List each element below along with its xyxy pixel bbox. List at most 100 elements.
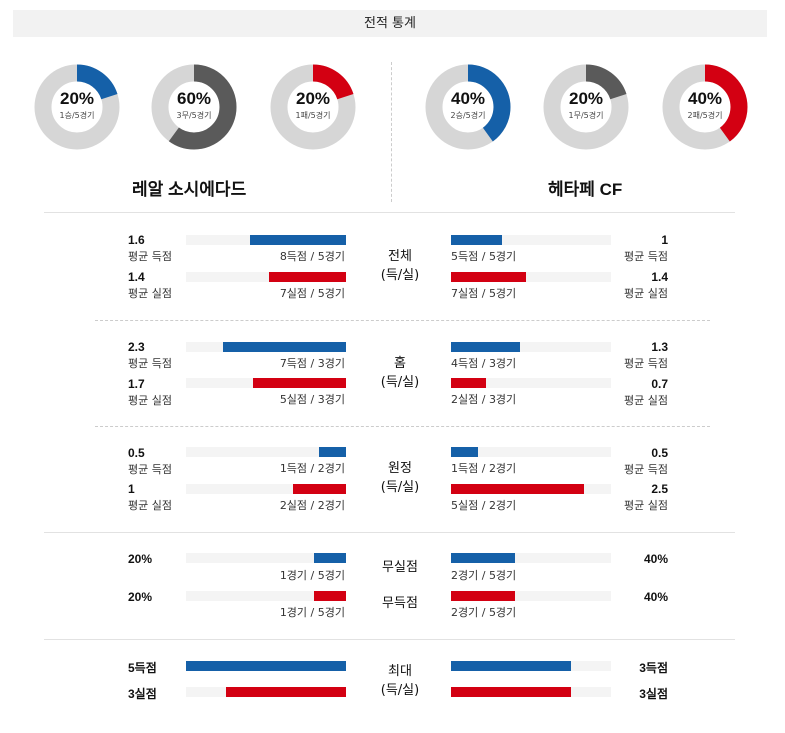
home-conceded-caption: 5실점 / 3경기 bbox=[279, 393, 345, 406]
home-scored-bar bbox=[186, 342, 346, 352]
away-clean-sheet-bar bbox=[451, 553, 611, 563]
away-max-scored-value: 3득점 bbox=[639, 661, 668, 675]
bar-fill bbox=[451, 342, 520, 352]
donut-subtitle: 1패/5경기 bbox=[295, 111, 331, 120]
donut-percent: 40% bbox=[687, 89, 723, 108]
away-scored-bar bbox=[451, 342, 611, 352]
home-conceded-caption: 7실점 / 5경기 bbox=[279, 287, 345, 300]
section-title: 전체 bbox=[388, 249, 412, 264]
away-avg-scored-label: 평균 득점 bbox=[624, 250, 668, 263]
section-title-max: 최대 (득/실) bbox=[360, 662, 440, 700]
home-win-donut: 20% 1승/5경기 bbox=[34, 64, 120, 150]
bar-fill bbox=[451, 235, 503, 245]
dashed-divider bbox=[95, 426, 710, 427]
donut-arc bbox=[270, 64, 356, 150]
section-title: 최대 bbox=[388, 664, 412, 679]
away-conceded-bar bbox=[451, 378, 611, 388]
clean-sheet-title: 무실점 bbox=[382, 560, 418, 575]
away-max-conceded-value: 3실점 bbox=[639, 687, 668, 701]
bar-fill bbox=[250, 235, 346, 245]
home-conceded-bar bbox=[186, 484, 346, 494]
home-scored-bar bbox=[186, 447, 346, 457]
home-conceded-bar bbox=[186, 378, 346, 388]
no-score-title: 무득점 bbox=[382, 596, 418, 611]
away-avg-scored-label: 평균 득점 bbox=[624, 463, 668, 476]
section-title-total: 전체 (득/실) bbox=[360, 247, 440, 285]
home-no-score-caption: 1경기 / 5경기 bbox=[279, 606, 345, 619]
away-no-score-bar bbox=[451, 591, 611, 601]
home-clean-sheet-value: 20% bbox=[128, 552, 153, 566]
home-max-conceded-value: 3실점 bbox=[128, 687, 157, 701]
away-scored-bar bbox=[451, 235, 611, 245]
bar-fill bbox=[451, 447, 479, 457]
section-title: 홈 bbox=[394, 356, 406, 371]
home-no-score-bar bbox=[186, 591, 346, 601]
bar-fill bbox=[293, 484, 346, 494]
bar-fill bbox=[269, 272, 346, 282]
away-avg-scored-value: 0.5 bbox=[651, 446, 668, 460]
home-loss-donut: 20% 1패/5경기 bbox=[270, 64, 356, 150]
home-scored-caption: 7득점 / 3경기 bbox=[279, 357, 345, 370]
away-loss-donut: 40% 2패/5경기 bbox=[662, 64, 748, 150]
away-scored-caption: 5득점 / 5경기 bbox=[451, 250, 517, 263]
home-max-conceded-bar bbox=[186, 687, 346, 697]
section-title-home: 홈 (득/실) bbox=[360, 354, 440, 392]
section-title: 원정 bbox=[388, 461, 412, 476]
donut-percent: 20% bbox=[59, 89, 95, 108]
away-clean-sheet-value: 40% bbox=[643, 552, 668, 566]
bar-fill bbox=[226, 687, 346, 697]
bar-fill bbox=[451, 484, 584, 494]
home-conceded-caption: 2실점 / 2경기 bbox=[279, 499, 345, 512]
home-avg-conceded-value: 1 bbox=[128, 482, 135, 496]
donut-subtitle: 3무/5경기 bbox=[176, 111, 212, 120]
donut-subtitle: 1무/5경기 bbox=[568, 111, 604, 120]
away-avg-conceded-value: 2.5 bbox=[651, 482, 668, 496]
away-scored-bar bbox=[451, 447, 611, 457]
home-avg-conceded-value: 1.4 bbox=[128, 270, 145, 284]
away-conceded-bar bbox=[451, 272, 611, 282]
away-draw-donut: 20% 1무/5경기 bbox=[543, 64, 629, 150]
away-no-score-value: 40% bbox=[643, 590, 668, 604]
bar-fill bbox=[451, 378, 487, 388]
donut-percent: 20% bbox=[295, 89, 331, 108]
bar-fill bbox=[314, 591, 346, 601]
away-conceded-caption: 2실점 / 3경기 bbox=[451, 393, 517, 406]
donut-arc bbox=[543, 64, 629, 150]
away-avg-scored-value: 1 bbox=[661, 233, 668, 247]
away-avg-scored-value: 1.3 bbox=[651, 340, 668, 354]
home-avg-scored-label: 평균 득점 bbox=[128, 357, 172, 370]
section-subtitle: (득/실) bbox=[380, 480, 420, 495]
away-scored-caption: 1득점 / 2경기 bbox=[451, 462, 517, 475]
home-scored-caption: 1득점 / 2경기 bbox=[279, 462, 345, 475]
donut-subtitle: 2패/5경기 bbox=[687, 111, 723, 120]
donut-arc bbox=[425, 64, 511, 150]
divider bbox=[44, 212, 735, 213]
home-draw-donut: 60% 3무/5경기 bbox=[151, 64, 237, 150]
away-conceded-bar bbox=[451, 484, 611, 494]
away-max-conceded-bar bbox=[451, 687, 611, 697]
away-avg-conceded-label: 평균 실점 bbox=[624, 499, 668, 512]
home-avg-conceded-value: 1.7 bbox=[128, 377, 145, 391]
away-no-score-caption: 2경기 / 5경기 bbox=[451, 606, 517, 619]
away-avg-scored-label: 평균 득점 bbox=[624, 357, 668, 370]
away-avg-conceded-label: 평균 실점 bbox=[624, 287, 668, 300]
home-avg-conceded-label: 평균 실점 bbox=[128, 394, 172, 407]
dashed-divider bbox=[95, 320, 710, 321]
divider bbox=[44, 639, 735, 640]
home-max-scored-bar bbox=[186, 661, 346, 671]
divider bbox=[44, 532, 735, 533]
home-avg-conceded-label: 평균 실점 bbox=[128, 499, 172, 512]
section-title-away: 원정 (득/실) bbox=[360, 459, 440, 497]
donut-percent: 60% bbox=[176, 89, 212, 108]
home-avg-scored-label: 평균 득점 bbox=[128, 463, 172, 476]
away-avg-conceded-value: 1.4 bbox=[651, 270, 668, 284]
bar-fill bbox=[451, 553, 515, 563]
home-avg-scored-value: 1.6 bbox=[128, 233, 145, 247]
bar-fill bbox=[451, 591, 515, 601]
donut-percent: 20% bbox=[568, 89, 604, 108]
bar-fill bbox=[318, 447, 346, 457]
home-team-name: 레알 소시에다드 bbox=[132, 180, 247, 199]
donut-arc bbox=[662, 64, 748, 150]
home-clean-sheet-bar bbox=[186, 553, 346, 563]
bar-fill bbox=[222, 342, 346, 352]
